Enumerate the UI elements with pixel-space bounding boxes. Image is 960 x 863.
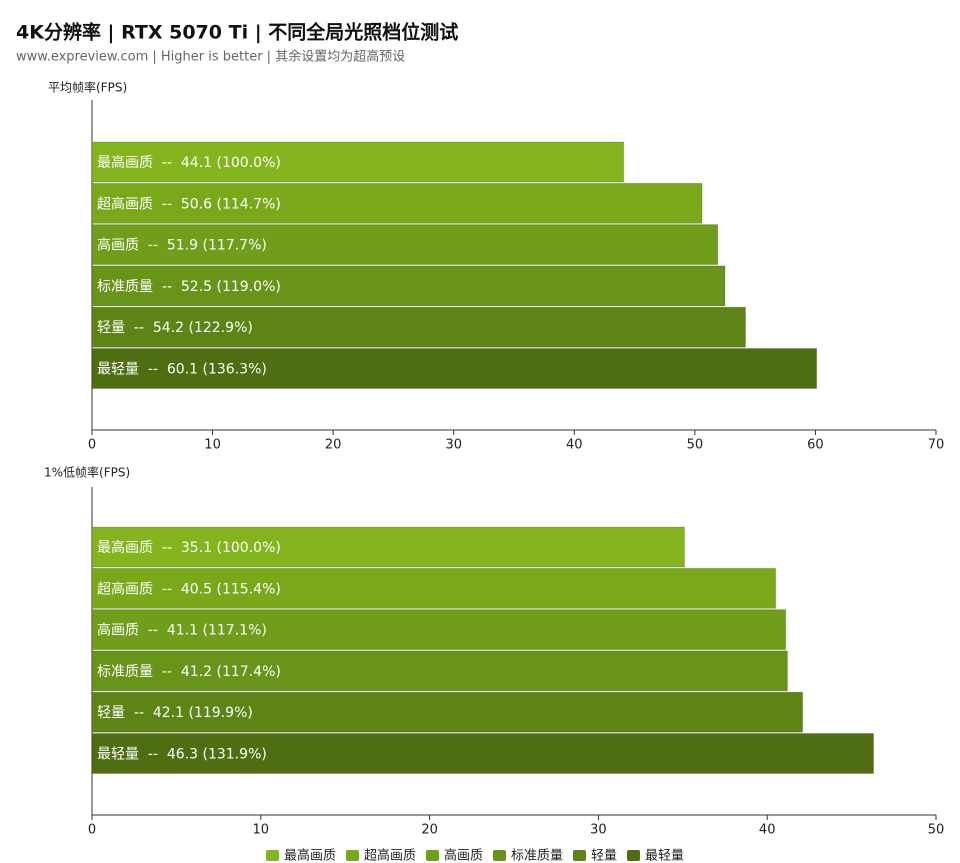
x-tick-label: 60 (807, 438, 824, 453)
bar (91, 224, 719, 266)
bar-label: 标准质量 -- 52.5 (119.0%) (97, 279, 281, 295)
bar-label: 最轻量 -- 60.1 (136.3%) (97, 362, 267, 378)
legend-label: 标准质量 (511, 849, 563, 863)
bar-label: 最轻量 -- 46.3 (131.9%) (97, 747, 267, 763)
bar (91, 182, 703, 224)
legend-swatch (627, 850, 640, 861)
legend-swatch (493, 850, 506, 861)
bar (91, 691, 804, 733)
y-axis-label: 1%低帧率(FPS) (44, 465, 130, 480)
bar-label: 最高画质 -- 35.1 (100.0%) (97, 539, 281, 556)
bar (91, 609, 787, 651)
y-axis-label: 平均帧率(FPS) (48, 80, 127, 95)
bar (91, 141, 625, 183)
x-tick-label: 50 (928, 823, 945, 838)
bar-label: 高画质 -- 41.1 (117.1%) (97, 622, 267, 639)
legend-label: 最高画质 (284, 848, 336, 863)
x-tick-label: 20 (421, 823, 438, 838)
x-tick-label: 0 (88, 823, 96, 838)
bar-label: 轻量 -- 42.1 (119.9%) (97, 705, 253, 721)
x-tick-label: 70 (928, 438, 945, 453)
bar (91, 650, 788, 692)
bar-label: 高画质 -- 51.9 (117.7%) (97, 237, 267, 254)
legend-swatch (266, 850, 279, 861)
bar (91, 733, 875, 774)
chart-subtitle: www.expreview.com | Higher is better | 其… (16, 49, 405, 65)
bar-label: 标准质量 -- 41.2 (117.4%) (97, 664, 281, 680)
legend-swatch (426, 850, 439, 861)
x-tick-label: 40 (566, 438, 583, 453)
x-tick-label: 40 (759, 823, 776, 838)
x-tick-label: 50 (687, 438, 704, 453)
legend-swatch (573, 850, 586, 861)
x-tick-label: 10 (253, 823, 270, 838)
x-tick-label: 10 (204, 438, 221, 453)
legend-swatch (346, 850, 359, 861)
bar-label: 超高画质 -- 50.6 (114.7%) (97, 195, 281, 212)
bar (91, 348, 818, 389)
chart-title: 4K分辨率 | RTX 5070 Ti | 不同全局光照档位测试 (16, 21, 458, 44)
bar-label: 轻量 -- 54.2 (122.9%) (97, 320, 253, 336)
bar (91, 306, 746, 348)
legend-label: 高画质 (444, 848, 483, 863)
legend-label: 最轻量 (645, 849, 684, 863)
x-tick-label: 20 (325, 438, 342, 453)
x-tick-label: 0 (88, 438, 96, 453)
legend-label: 轻量 (591, 849, 617, 863)
bar-label: 最高画质 -- 44.1 (100.0%) (97, 154, 281, 171)
x-tick-label: 30 (590, 823, 607, 838)
bar (91, 265, 726, 307)
bar (91, 526, 685, 568)
bar (91, 567, 777, 609)
bar-label: 超高画质 -- 40.5 (115.4%) (97, 580, 281, 597)
x-tick-label: 30 (445, 438, 462, 453)
legend-label: 超高画质 (364, 848, 416, 863)
